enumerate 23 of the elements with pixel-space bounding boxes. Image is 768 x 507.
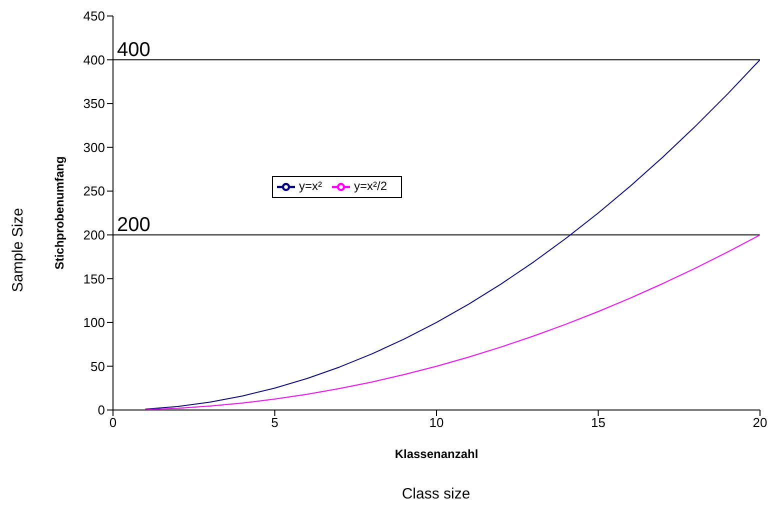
x-axis-title: Klassenanzahl	[394, 447, 478, 461]
y-tick-label: 300	[83, 140, 105, 155]
x-tick-label: 5	[271, 415, 278, 430]
y-tick-label: 400	[83, 52, 105, 68]
y-tick-label: 250	[83, 184, 105, 199]
text: Sample Size	[10, 208, 26, 292]
x-tick-label: 0	[109, 415, 117, 430]
text: Class size	[402, 486, 470, 502]
legend-label: y=x²/2	[354, 179, 388, 194]
legend-label: y=x²	[299, 179, 322, 194]
y-tick-label: 350	[83, 96, 105, 112]
y-tick-label: 0	[98, 402, 105, 418]
ref-line-label: 200	[117, 214, 150, 236]
x-tick-label: 15	[591, 415, 606, 430]
y-tick-label: 100	[83, 315, 105, 330]
x-tick-label: 20	[752, 415, 768, 430]
y-tick-label: 150	[83, 271, 105, 286]
y-tick-label: 450	[83, 8, 105, 24]
y-tick-label: 50	[90, 358, 105, 374]
y-tick-label: 200	[83, 228, 105, 243]
ref-line-label: 400	[117, 38, 150, 61]
y-axis-title: Stichprobenumfang	[52, 156, 66, 270]
x-tick-label: 10	[429, 415, 444, 430]
